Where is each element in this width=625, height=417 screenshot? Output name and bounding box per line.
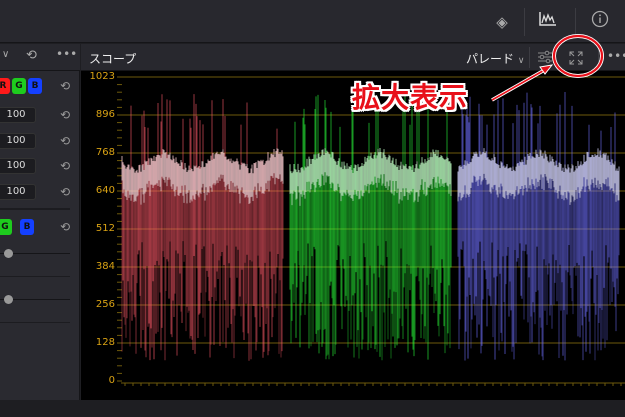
slider-track[interactable] [0, 299, 70, 300]
top-toolbar: ◈ [0, 0, 625, 43]
more-options-icon[interactable]: ••• [607, 49, 625, 63]
panel-header: ∨ ⟲ ••• [0, 44, 80, 71]
more-options-icon[interactable]: ••• [56, 47, 78, 61]
reset-icon[interactable]: ⟲ [59, 159, 71, 173]
expand-icon [569, 51, 583, 65]
scope-title: スコープ [89, 52, 137, 66]
reset-all-icon[interactable]: ⟲ [26, 48, 37, 63]
parade-channel [457, 91, 620, 361]
divider [0, 208, 70, 210]
slider-handle[interactable] [4, 295, 13, 304]
scope-mode-dropdown[interactable]: パレード ∨ [466, 50, 524, 67]
annotation-label: 拡大表示 [352, 81, 469, 114]
chevron-down-icon: ∨ [517, 56, 525, 66]
chevron-down-icon[interactable]: ∨ [2, 49, 10, 60]
parade-channel [289, 94, 452, 361]
channel-r-button[interactable]: R [0, 78, 10, 94]
scope-mode-label: パレード [466, 52, 515, 66]
channel-b-button[interactable]: B [28, 78, 42, 94]
scale-label: 640 [95, 185, 115, 196]
parade-channel [121, 94, 284, 361]
value-field[interactable]: 100 [0, 184, 36, 200]
divider [0, 322, 70, 323]
divider [598, 47, 599, 68]
scale-label: 768 [95, 147, 115, 158]
reset-icon[interactable]: ⟲ [59, 108, 71, 122]
expand-button[interactable] [569, 50, 583, 69]
reset-icon[interactable]: ⟲ [59, 79, 71, 93]
color-match-icon[interactable]: ◈ [496, 13, 508, 31]
reset-icon[interactable]: ⟲ [59, 134, 71, 148]
scale-label: 0 [108, 375, 115, 386]
divider [529, 47, 530, 68]
value-field[interactable]: 100 [0, 158, 36, 174]
slider-track[interactable] [0, 253, 70, 254]
channel-g-button[interactable]: G [12, 78, 26, 94]
channel-g-button[interactable]: G [0, 219, 12, 235]
info-icon[interactable] [588, 10, 612, 34]
value-field[interactable]: 100 [0, 107, 36, 123]
parade-scope: 1023 896 768 640 512 384 256 128 0 [81, 71, 625, 400]
settings-sliders-icon[interactable] [537, 49, 553, 69]
scale-label: 256 [95, 299, 115, 310]
scale-label: 896 [95, 109, 115, 120]
scale-label: 1023 [89, 71, 115, 82]
scopes-icon[interactable] [536, 10, 560, 34]
channel-b-button[interactable]: B [20, 219, 34, 235]
rgb-mixer-panel: ∨ ⟲ ••• R G B ⟲ 100 ⟲ 100 ⟲ 100 ⟲ 100 ⟲ … [0, 44, 80, 400]
reset-icon[interactable]: ⟲ [59, 185, 71, 199]
divider [0, 276, 70, 277]
divider [575, 8, 576, 36]
slider-handle[interactable] [4, 249, 13, 258]
scale-label: 384 [95, 261, 115, 272]
scale-label: 128 [95, 337, 115, 348]
scale-label: 512 [95, 223, 115, 234]
value-field[interactable]: 100 [0, 133, 36, 149]
reset-icon[interactable]: ⟲ [59, 220, 71, 234]
divider [524, 8, 525, 36]
scope-header: スコープ パレード ∨ ••• [81, 44, 625, 71]
